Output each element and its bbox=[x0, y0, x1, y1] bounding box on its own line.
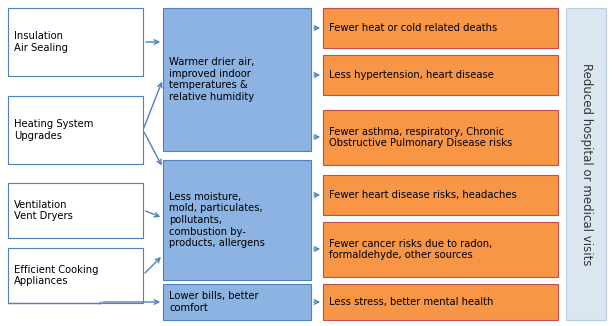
Text: Fewer cancer risks due to radon,
formaldehyde, other sources: Fewer cancer risks due to radon, formald… bbox=[329, 239, 492, 260]
Text: Lower bills, better
comfort: Lower bills, better comfort bbox=[169, 291, 259, 313]
FancyBboxPatch shape bbox=[163, 8, 311, 151]
Text: Fewer asthma, respiratory, Chronic
Obstructive Pulmonary Disease risks: Fewer asthma, respiratory, Chronic Obstr… bbox=[329, 127, 512, 148]
Text: Less moisture,
mold, particulates,
pollutants,
combustion by-
products, allergen: Less moisture, mold, particulates, pollu… bbox=[169, 192, 265, 248]
FancyBboxPatch shape bbox=[323, 55, 558, 95]
FancyBboxPatch shape bbox=[163, 160, 311, 280]
Text: Less stress, better mental health: Less stress, better mental health bbox=[329, 297, 493, 307]
Text: Ventilation
Vent Dryers: Ventilation Vent Dryers bbox=[14, 200, 73, 221]
FancyBboxPatch shape bbox=[323, 8, 558, 48]
Text: Fewer heart disease risks, headaches: Fewer heart disease risks, headaches bbox=[329, 190, 517, 200]
FancyBboxPatch shape bbox=[8, 248, 143, 303]
FancyBboxPatch shape bbox=[8, 183, 143, 238]
FancyBboxPatch shape bbox=[566, 8, 606, 320]
FancyBboxPatch shape bbox=[323, 284, 558, 320]
Text: Reduced hospital or medical visits: Reduced hospital or medical visits bbox=[579, 63, 593, 265]
FancyBboxPatch shape bbox=[323, 222, 558, 277]
FancyBboxPatch shape bbox=[163, 284, 311, 320]
Text: Heating System
Upgrades: Heating System Upgrades bbox=[14, 119, 93, 141]
Text: Warmer drier air,
improved indoor
temperatures &
relative humidity: Warmer drier air, improved indoor temper… bbox=[169, 57, 254, 102]
Text: Efficient Cooking
Appliances: Efficient Cooking Appliances bbox=[14, 265, 99, 286]
Text: Insulation
Air Sealing: Insulation Air Sealing bbox=[14, 31, 68, 53]
Text: Less hypertension, heart disease: Less hypertension, heart disease bbox=[329, 70, 494, 80]
FancyBboxPatch shape bbox=[323, 175, 558, 215]
FancyBboxPatch shape bbox=[8, 8, 143, 76]
FancyBboxPatch shape bbox=[323, 110, 558, 165]
Text: Fewer heat or cold related deaths: Fewer heat or cold related deaths bbox=[329, 23, 497, 33]
FancyBboxPatch shape bbox=[8, 96, 143, 164]
